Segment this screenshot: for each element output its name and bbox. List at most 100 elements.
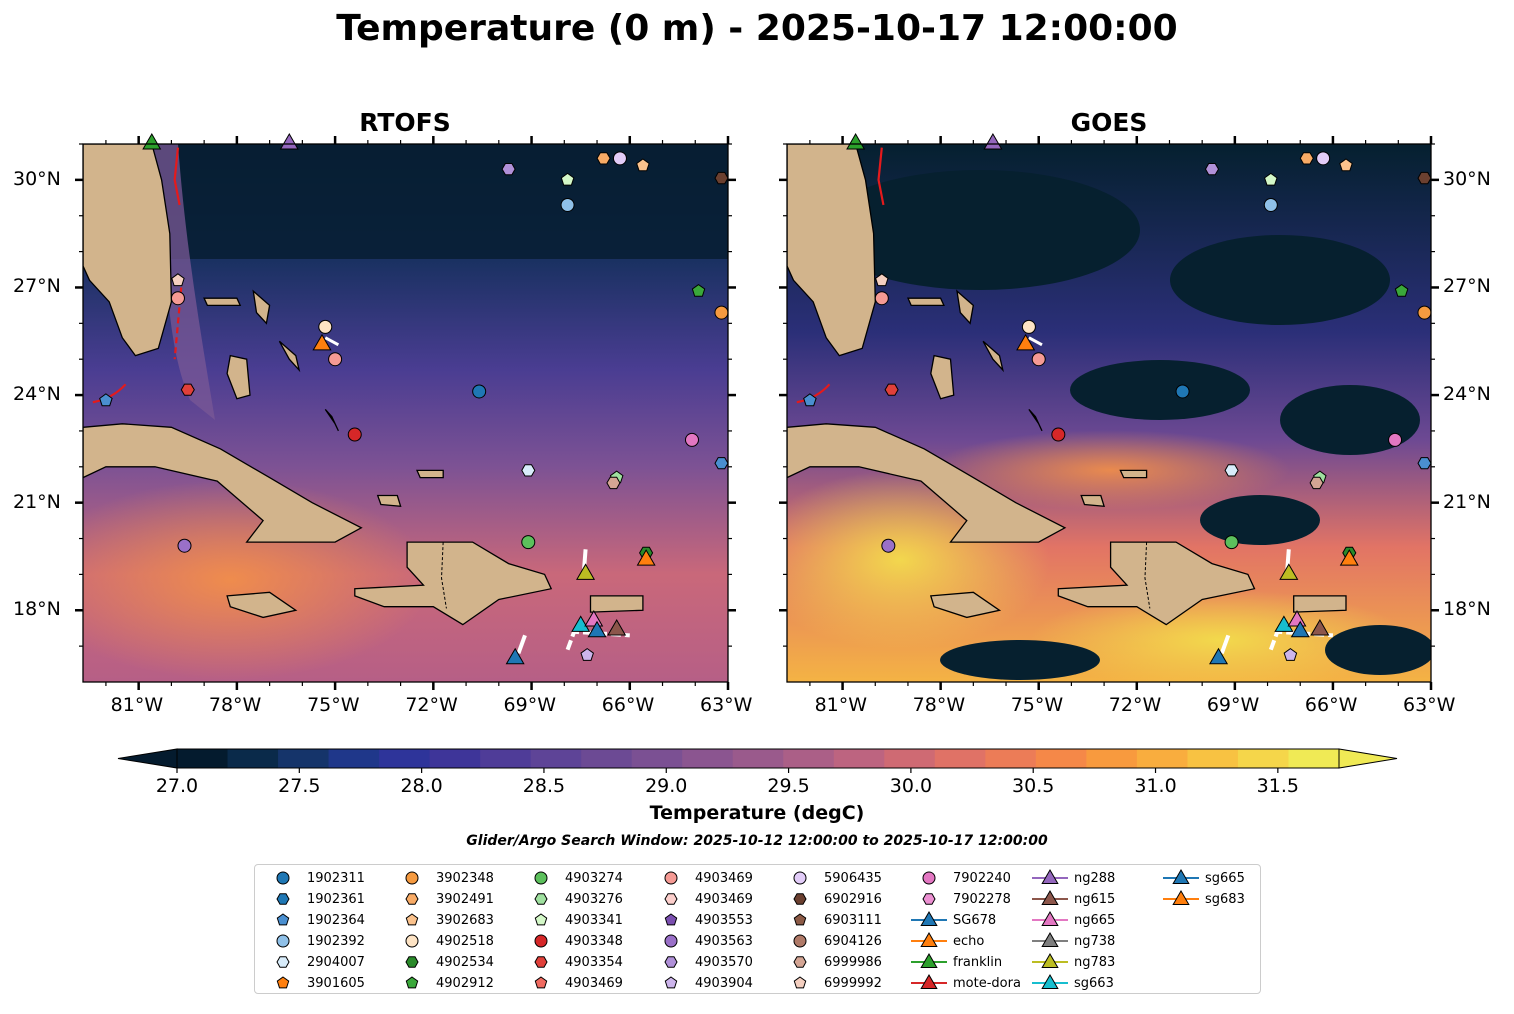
legend-triangle-marker (1172, 890, 1190, 905)
legend-circle-marker (534, 934, 548, 948)
legend-marker (664, 893, 678, 905)
lon-tick-label: 78°W (912, 694, 966, 716)
legend-label: ng615 (1074, 891, 1116, 907)
legend-circle-marker (664, 871, 678, 885)
legend-pentagon-marker (276, 913, 290, 926)
legend-label: ng738 (1074, 933, 1116, 949)
legend-circle-marker (276, 871, 290, 885)
legend-item: 4903469 (651, 868, 753, 888)
colorbar-tick-label: 27.0 (155, 775, 199, 797)
colorbar-tick-label: 28.5 (522, 775, 566, 797)
legend-item: echo (909, 931, 984, 951)
colorbar-segment (783, 749, 835, 768)
map-marker-circle (328, 352, 343, 367)
lat-tick-label: 18°N (1443, 598, 1491, 621)
legend-item: 4903469 (651, 889, 753, 909)
glider-track-white (516, 634, 527, 654)
map-marker-circle (177, 538, 192, 553)
map-marker-pentagon (1264, 172, 1278, 186)
map-marker-triangle (846, 132, 866, 150)
legend-label: 3901605 (307, 975, 365, 991)
legend-item: 4903276 (521, 889, 623, 909)
colorbar-tick-label: 31.0 (1134, 775, 1177, 797)
legend-marker (1032, 974, 1068, 989)
panel-title-rtofs: RTOFS (359, 108, 451, 137)
colorbar-tick-label: 28.0 (400, 775, 443, 797)
legend-hexagon-marker (664, 893, 678, 905)
abaco-land-rtofs (252, 289, 271, 325)
legend-item: SG678 (909, 910, 996, 930)
legend-hexagon-marker (534, 956, 548, 968)
lat-tick-label: 27°N (1443, 275, 1491, 298)
map-marker-triangle (505, 647, 525, 665)
map-marker-triangle (607, 618, 627, 636)
legend-label: 4903354 (565, 954, 623, 970)
map-marker-circle (318, 319, 333, 334)
map-marker-pentagon (636, 158, 650, 172)
legend-item: 4903904 (651, 973, 753, 993)
colorbar-tick-label: 27.5 (278, 775, 321, 797)
legend-label: 6999986 (824, 954, 882, 970)
inagua-land-goes (1080, 494, 1106, 508)
colorbar-min-extend (117, 748, 178, 769)
legend-label: 4903469 (565, 975, 623, 991)
colorbar-max-extend (1338, 748, 1398, 769)
map-marker-triangle (312, 333, 332, 351)
legend-label: 1902364 (307, 912, 365, 928)
andros-land-goes (930, 354, 955, 400)
legend-triangle-marker (1041, 932, 1059, 947)
legend-label: 4903904 (695, 975, 753, 991)
legend-marker (922, 893, 936, 905)
map-marker-pentagon (560, 172, 575, 186)
map-marker-triangle (1209, 647, 1229, 665)
legend-marker (405, 913, 419, 926)
legend-marker (1032, 911, 1068, 926)
legend-label: franklin (953, 954, 1003, 970)
legend-label: 1902311 (307, 870, 365, 886)
search-window-text: Glider/Argo Search Window: 2025-10-12 12… (466, 833, 1048, 849)
legend-item: 4903274 (521, 868, 623, 888)
legend-label: 6903111 (824, 912, 882, 928)
lon-tick-label: 63°W (700, 694, 753, 716)
legend-item: ng288 (1030, 868, 1115, 888)
map-marker-pentagon (1394, 283, 1409, 297)
lon-tick-label: 75°W (307, 694, 360, 716)
legend-triangle-marker (1041, 869, 1059, 884)
map-marker-triangle (636, 549, 656, 566)
legend-label: sg665 (1205, 870, 1245, 886)
map-marker-hexagon (884, 383, 899, 396)
legend-hexagon-marker (922, 893, 936, 905)
colorbar-segment (1237, 749, 1289, 768)
lon-tick-label: 75°W (1010, 694, 1064, 716)
legend-triangle-marker (1172, 869, 1190, 884)
legend-marker (1032, 890, 1068, 905)
florida-land-rtofs (83, 144, 173, 357)
legend-marker (534, 871, 548, 885)
legend-label: ng665 (1074, 912, 1116, 928)
legend-marker (664, 913, 678, 926)
legend-item: sg663 (1030, 973, 1114, 993)
lon-tick-label: 72°W (405, 694, 458, 716)
legend-item: 2904007 (263, 952, 365, 972)
legend-triangle-marker (1041, 953, 1059, 968)
legend-label: SG678 (953, 912, 997, 928)
legend-marker (405, 956, 419, 968)
legend-item: 7902240 (909, 868, 1011, 888)
lon-tick-label: 66°W (1304, 694, 1358, 716)
legend-item: franklin (909, 952, 1002, 972)
colorbar-segment (631, 749, 683, 768)
colorbar-segment (1136, 749, 1188, 768)
colorbar-segment (328, 749, 380, 768)
colorbar-tick-label: 29.0 (645, 775, 688, 797)
abaco-land-goes (956, 289, 975, 325)
legend-item: 6904126 (780, 931, 882, 951)
map-marker-circle (347, 427, 362, 442)
colorbar-segment (934, 749, 986, 768)
colorbar-label: Temperature (degC) (649, 802, 865, 824)
legend-marker (664, 976, 678, 989)
legend-hexagon-marker (793, 956, 807, 968)
figure-title: Temperature (0 m) - 2025-10-17 12:00:00 (336, 8, 1178, 49)
colorbar-segment (379, 749, 431, 768)
map-marker-circle (1021, 319, 1036, 334)
legend-item: 5906435 (780, 868, 882, 888)
